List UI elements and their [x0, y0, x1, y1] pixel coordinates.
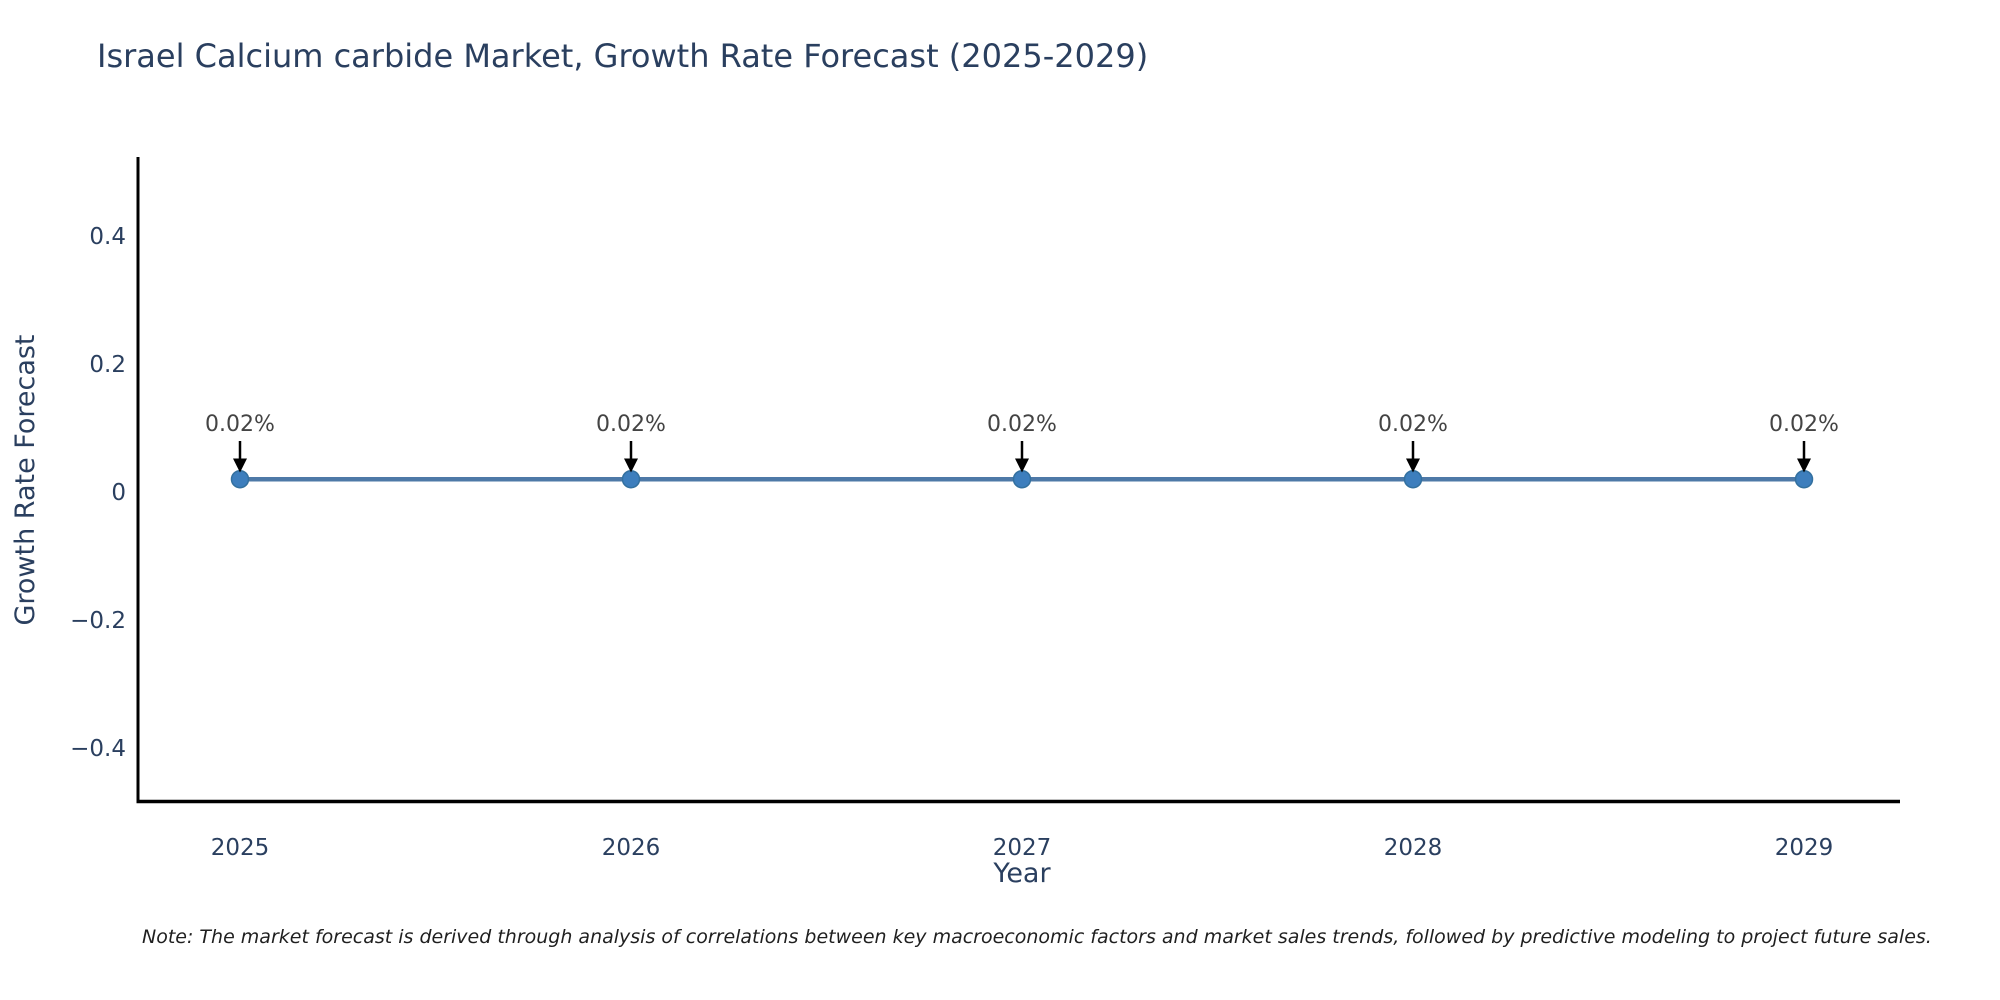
- x-tick-label: 2028: [1384, 835, 1443, 861]
- annotation-arrowhead: [1406, 458, 1420, 473]
- data-point-marker: [1403, 469, 1423, 489]
- annotation-arrowhead: [1797, 458, 1811, 473]
- annotation-arrowhead: [624, 458, 638, 473]
- y-tick-label: 0.4: [89, 224, 126, 250]
- annotation-label: 0.02%: [1378, 412, 1448, 437]
- y-tick-label: 0: [111, 480, 126, 506]
- annotation-label: 0.02%: [596, 412, 666, 437]
- data-point-marker: [621, 469, 641, 489]
- footnote: Note: The market forecast is derived thr…: [142, 926, 1932, 948]
- annotation-arrowhead: [233, 458, 247, 473]
- annotation-label: 0.02%: [205, 412, 275, 437]
- x-tick-label: 2029: [1775, 835, 1834, 861]
- x-axis-title: Year: [993, 858, 1051, 889]
- chart-title: Israel Calcium carbide Market, Growth Ra…: [97, 37, 1149, 75]
- data-point-marker: [230, 469, 250, 489]
- y-tick-label: −0.4: [70, 736, 126, 762]
- annotation-label: 0.02%: [1769, 412, 1839, 437]
- annotation-label: 0.02%: [987, 412, 1057, 437]
- x-tick-label: 2025: [211, 835, 270, 861]
- y-tick-label: −0.2: [70, 608, 126, 634]
- y-tick-label: 0.2: [89, 352, 126, 378]
- data-point-marker: [1794, 469, 1814, 489]
- data-point-marker: [1012, 469, 1032, 489]
- x-tick-label: 2026: [602, 835, 661, 861]
- annotation-arrowhead: [1015, 458, 1029, 473]
- x-tick-label: 2027: [993, 835, 1052, 861]
